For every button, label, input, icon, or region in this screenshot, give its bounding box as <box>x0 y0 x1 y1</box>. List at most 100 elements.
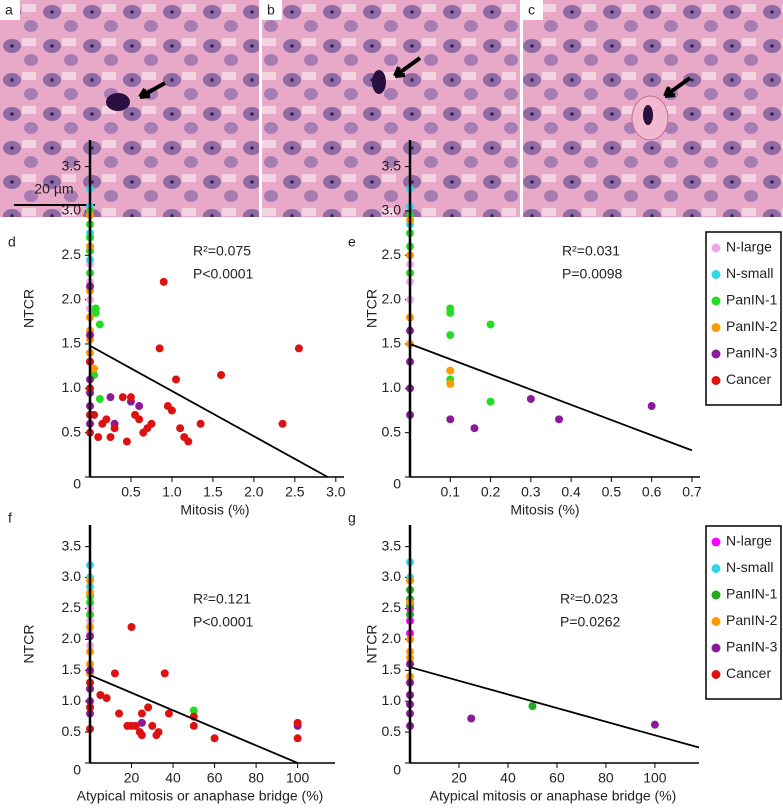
y-tick-label: 2.5 <box>62 599 82 615</box>
y-tick-label: 3.5 <box>382 157 402 173</box>
x-tick-label: 1.0 <box>162 484 182 500</box>
point <box>172 375 181 384</box>
micrograph <box>262 0 520 217</box>
legend-label: N-small <box>726 559 773 575</box>
y-axis-label: NTCR <box>364 625 380 664</box>
point <box>293 734 302 743</box>
mitotic-figure <box>643 105 653 125</box>
y-tick-label: 3.0 <box>382 202 402 218</box>
point <box>144 703 153 712</box>
point <box>278 419 287 428</box>
y-tick-label: 0 <box>393 476 401 492</box>
legend-marker <box>711 323 721 332</box>
legend-marker <box>711 670 721 679</box>
x-tick-label: 0.3 <box>521 484 541 500</box>
point <box>91 308 100 317</box>
y-tick-label: 0.5 <box>382 423 402 439</box>
x-tick-label: 0.5 <box>121 484 141 500</box>
arrow <box>663 76 692 98</box>
x-axis-label: Mitosis (%) <box>180 502 249 518</box>
panel-label: b <box>267 2 275 18</box>
point <box>164 709 173 718</box>
legend-marker <box>711 270 721 279</box>
point <box>486 397 495 406</box>
point <box>160 669 169 678</box>
y-axis-label: NTCR <box>21 289 37 328</box>
point <box>135 415 144 424</box>
micrograph <box>0 0 259 217</box>
y-tick-label: 3.5 <box>62 157 82 173</box>
point <box>95 320 104 329</box>
x-tick-label: 0.5 <box>602 484 622 500</box>
point <box>96 691 105 699</box>
scale-bar-label: 20 µm <box>34 181 73 197</box>
fit-line <box>409 343 693 452</box>
point <box>526 394 535 403</box>
panel-label: d <box>8 234 16 250</box>
label-box <box>523 0 543 20</box>
legend-label: PanIN-3 <box>726 639 778 655</box>
point <box>167 406 176 415</box>
legend-marker <box>711 617 721 626</box>
annotation: R²=0.075 <box>193 243 251 259</box>
point <box>217 371 226 380</box>
y-tick-label: 0.5 <box>62 723 82 739</box>
x-tick-label: 60 <box>549 770 565 786</box>
y-tick-label: 0.5 <box>382 723 402 739</box>
y-tick-label: 3.5 <box>62 537 82 553</box>
point <box>147 419 156 428</box>
y-tick-label: 1.0 <box>62 379 82 395</box>
point <box>647 402 656 411</box>
point <box>184 437 193 446</box>
point <box>189 706 198 715</box>
point <box>110 424 119 433</box>
legend-marker <box>711 564 721 573</box>
arrow <box>138 81 166 99</box>
panel-label: c <box>528 2 535 18</box>
y-tick-label: 1.0 <box>382 379 402 395</box>
point <box>94 433 103 442</box>
arrow <box>393 56 422 78</box>
y-tick-label: 1.5 <box>62 335 82 351</box>
x-tick-label: 1.5 <box>203 484 223 500</box>
point <box>126 393 135 402</box>
point <box>446 379 455 388</box>
y-tick-label: 2.5 <box>62 246 82 262</box>
point <box>189 721 198 730</box>
x-tick-label: 60 <box>207 770 223 786</box>
x-tick-label: 0.2 <box>481 484 501 500</box>
y-tick-label: 2.5 <box>382 599 402 615</box>
y-axis-label: NTCR <box>364 289 380 328</box>
point <box>148 721 157 730</box>
annotation: P<0.0001 <box>193 266 254 282</box>
annotation: P=0.0262 <box>560 614 621 630</box>
x-tick-label: 3.0 <box>326 484 346 500</box>
point <box>176 424 185 433</box>
legend-label: PanIN-3 <box>726 345 778 361</box>
point <box>294 344 303 353</box>
y-tick-label: 1.0 <box>62 692 82 708</box>
legend-label: PanIN-2 <box>726 318 778 334</box>
x-tick-label: 2.5 <box>285 484 305 500</box>
x-tick-label: 100 <box>286 770 310 786</box>
panel-label: f <box>8 510 12 526</box>
point <box>467 714 476 723</box>
point <box>118 393 127 402</box>
annotation: R²=0.121 <box>193 591 251 607</box>
y-tick-label: 2.5 <box>382 246 402 262</box>
point <box>155 344 164 353</box>
y-tick-label: 2.0 <box>382 630 402 646</box>
y-tick-label: 1.5 <box>382 661 402 677</box>
legend-label: PanIN-2 <box>726 612 778 628</box>
panel-label: e <box>348 234 356 250</box>
x-tick-label: 100 <box>643 770 667 786</box>
x-axis-label: Mitosis (%) <box>510 502 579 518</box>
panel-label: g <box>348 510 356 526</box>
point <box>135 402 144 411</box>
x-tick-label: 40 <box>500 770 516 786</box>
point <box>528 702 537 711</box>
label-box <box>0 0 20 20</box>
legend-label: N-small <box>726 265 773 281</box>
y-tick-label: 1.5 <box>382 335 402 351</box>
